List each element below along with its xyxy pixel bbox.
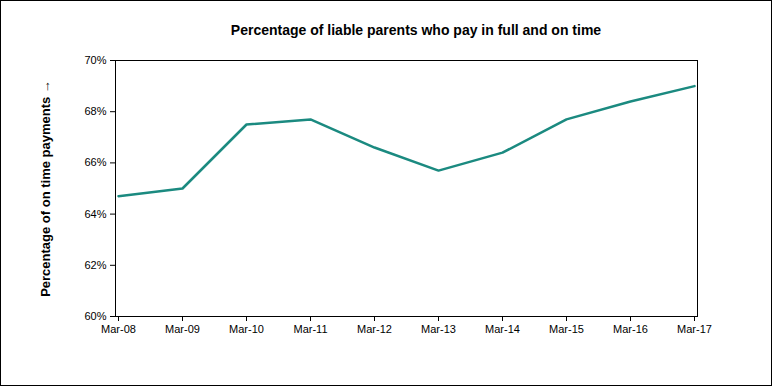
svg-text:Mar-16: Mar-16 (613, 323, 648, 335)
svg-text:Mar-15: Mar-15 (549, 323, 584, 335)
svg-text:60%: 60% (84, 310, 106, 322)
svg-text:70%: 70% (84, 54, 106, 66)
svg-text:68%: 68% (84, 105, 106, 117)
svg-text:Mar-17: Mar-17 (677, 323, 712, 335)
svg-text:Mar-08: Mar-08 (101, 323, 136, 335)
svg-text:Mar-11: Mar-11 (293, 323, 327, 335)
svg-text:64%: 64% (84, 208, 106, 220)
svg-text:66%: 66% (84, 156, 106, 168)
svg-text:Mar-10: Mar-10 (229, 323, 264, 335)
html-text:Percentage of liable parents w: Percentage of liable parents who pay in … (230, 22, 602, 38)
svg-text:Mar-13: Mar-13 (421, 323, 456, 335)
svg-text:62%: 62% (84, 259, 106, 271)
svg-text:Mar-12: Mar-12 (357, 323, 392, 335)
svg-text:Mar-14: Mar-14 (485, 323, 520, 335)
svg-text:Percentage of on time payments: Percentage of on time payments → (38, 80, 53, 297)
svg-text:Mar-09: Mar-09 (165, 323, 200, 335)
